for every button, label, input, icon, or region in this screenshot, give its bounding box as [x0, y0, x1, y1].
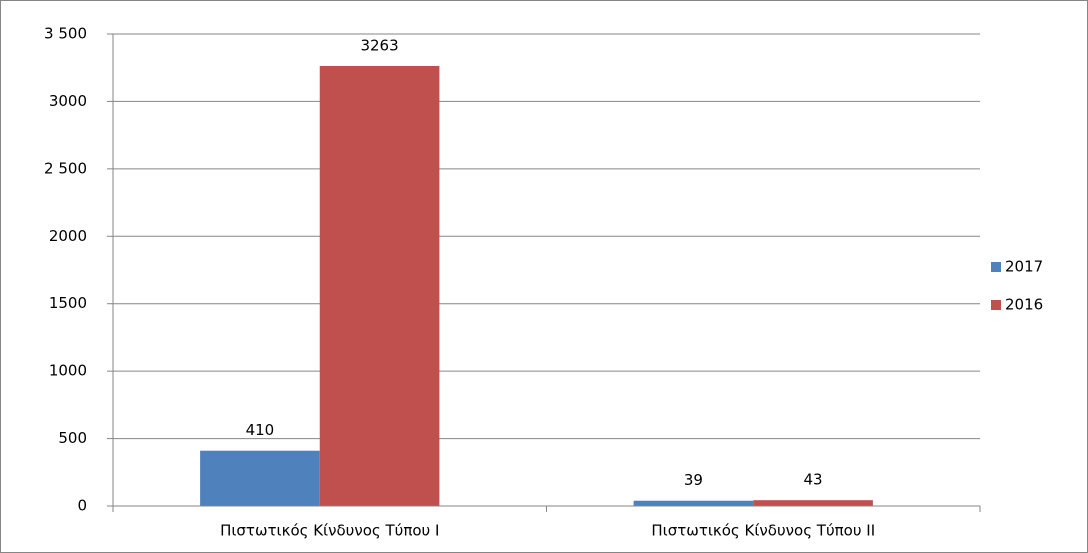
y-tick-label: 1000 [49, 362, 87, 380]
x-tick-label: Πιστωτικός Κίνδυνος Τύπου Ι [220, 522, 439, 540]
x-tick-label: Πιστωτικός Κίνδυνος Τύπου ΙΙ [651, 522, 875, 540]
y-tick-label: 2000 [49, 227, 87, 245]
legend-label: 2017 [1005, 258, 1043, 276]
data-label: 410 [246, 421, 275, 439]
bar [753, 500, 873, 506]
bar [633, 500, 754, 506]
legend-swatch [991, 262, 1001, 272]
y-tick-label: 3 500 [44, 25, 87, 43]
bar [200, 450, 320, 506]
legend-swatch [991, 300, 1001, 310]
y-tick-label: 0 [77, 497, 87, 515]
y-tick-label: 2 500 [44, 159, 87, 177]
data-label: 43 [804, 471, 823, 489]
y-tick-label: 3000 [49, 92, 87, 110]
y-tick-label: 1500 [49, 294, 87, 312]
data-label: 39 [684, 471, 703, 489]
y-tick-label: 500 [58, 429, 87, 447]
bar [319, 65, 440, 506]
legend-label: 2016 [1005, 296, 1043, 314]
data-label: 3263 [360, 36, 398, 54]
